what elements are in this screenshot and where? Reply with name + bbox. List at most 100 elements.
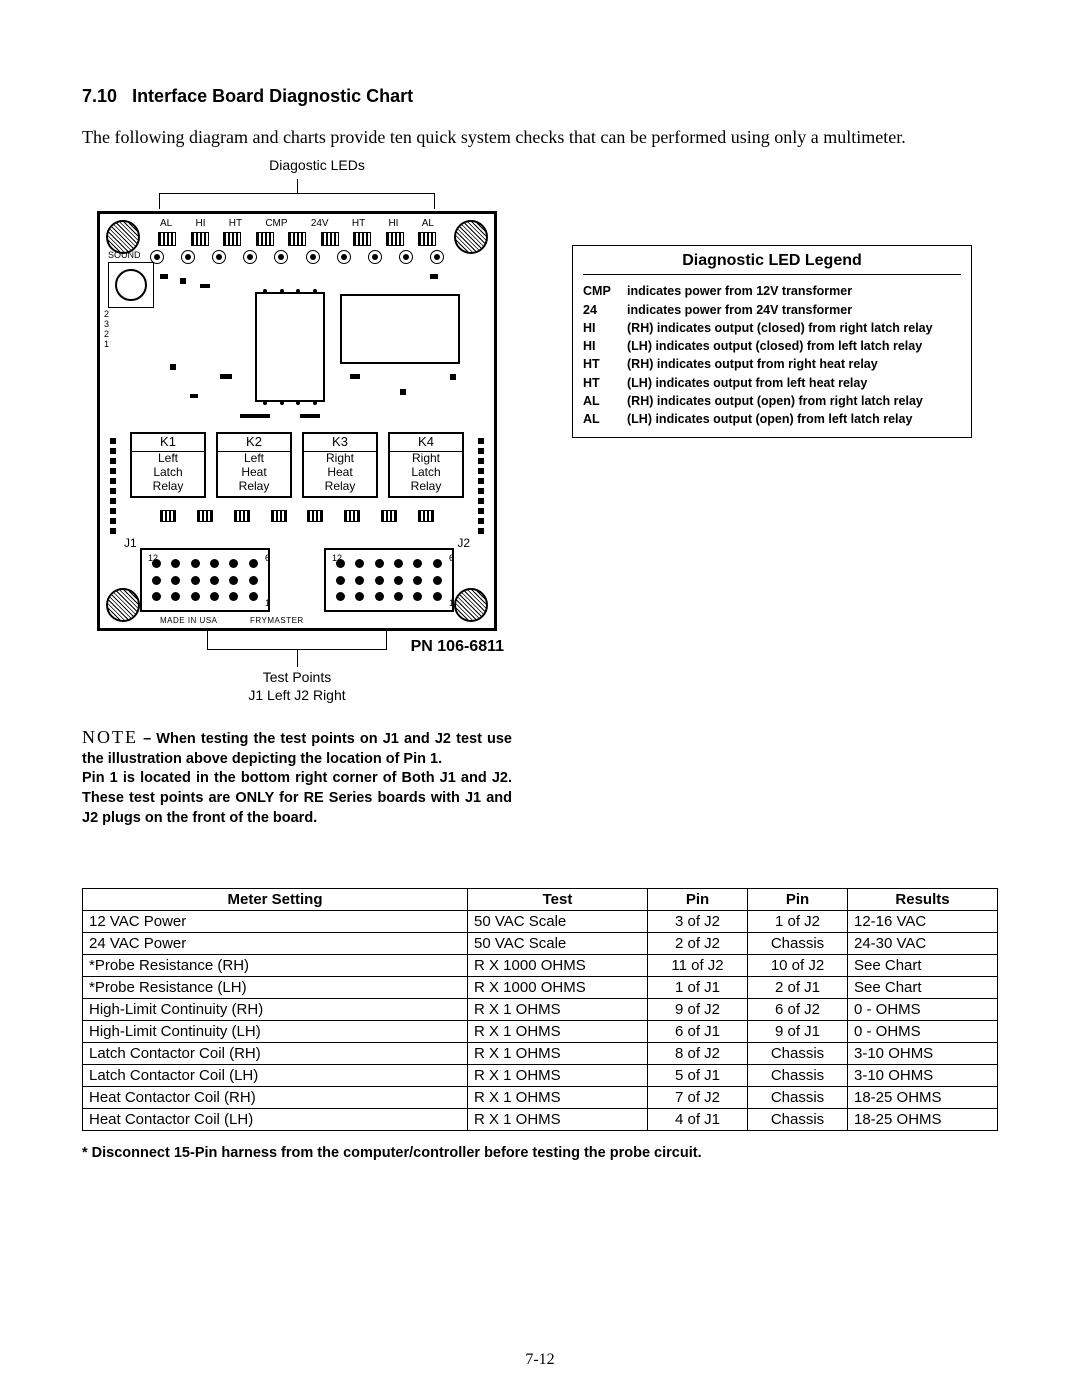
test-points-caption: Test Points <box>82 669 512 685</box>
footnote: * Disconnect 15-Pin harness from the com… <box>82 1145 998 1161</box>
relay-box: K2LeftHeatRelay <box>216 432 292 497</box>
relay-box: K4RightLatchRelay <box>388 432 464 497</box>
table-cell: 24-30 VAC <box>848 933 998 955</box>
chip-icon <box>197 510 213 522</box>
led-icon <box>399 250 413 264</box>
table-cell: 3-10 OHMS <box>848 1065 998 1087</box>
legend-box: Diagnostic LED Legend CMPindicates power… <box>572 245 972 438</box>
table-cell: *Probe Resistance (RH) <box>83 955 468 977</box>
table-cell: 50 VAC Scale <box>468 933 648 955</box>
table-cell: 4 of J1 <box>648 1109 748 1131</box>
chip-icon <box>381 510 397 522</box>
legend-rows: CMPindicates power from 12V transformer2… <box>583 283 961 427</box>
table-cell: 8 of J2 <box>648 1043 748 1065</box>
table-header: Meter Setting <box>83 889 468 911</box>
ic-chip-icon <box>255 292 325 402</box>
led-label: HT <box>229 218 242 229</box>
table-cell: Latch Contactor Coil (LH) <box>83 1065 468 1087</box>
legend-row: HI(RH) indicates output (closed) from ri… <box>583 320 961 336</box>
led-icon <box>368 250 382 264</box>
table-row: Latch Contactor Coil (RH)R X 1 OHMS8 of … <box>83 1043 998 1065</box>
led-icon <box>212 250 226 264</box>
top-led-labels: ALHIHTCMP24VHTHIAL <box>160 218 434 229</box>
led-icon <box>430 250 444 264</box>
table-cell: 18-25 OHMS <box>848 1087 998 1109</box>
table-cell: 2 of J2 <box>648 933 748 955</box>
table-cell: 0 - OHMS <box>848 999 998 1021</box>
table-cell: 6 of J2 <box>748 999 848 1021</box>
frymaster-label: FRYMASTER <box>250 616 304 625</box>
table-cell: Heat Contactor Coil (LH) <box>83 1109 468 1131</box>
table-cell: High-Limit Continuity (RH) <box>83 999 468 1021</box>
content-row: Diagostic LEDs ALHIHTCMP24VHTHIAL SOUND … <box>82 157 998 828</box>
table-cell: 9 of J2 <box>648 999 748 1021</box>
screw-icon <box>106 588 140 622</box>
table-cell: 10 of J2 <box>748 955 848 977</box>
table-body: 12 VAC Power50 VAC Scale3 of J21 of J212… <box>83 911 998 1131</box>
section-number: 7.10 <box>82 86 117 106</box>
made-in-label: MADE IN USA <box>160 616 218 625</box>
top-chip-row <box>158 232 436 246</box>
sound-label: SOUND <box>108 250 141 260</box>
table-cell: 18-25 OHMS <box>848 1109 998 1131</box>
legend-row: AL(LH) indicates output (open) from left… <box>583 411 961 427</box>
table-cell: 3-10 OHMS <box>848 1043 998 1065</box>
note-prefix: NOTE <box>82 727 138 747</box>
table-row: 12 VAC Power50 VAC Scale3 of J21 of J212… <box>83 911 998 933</box>
legend-row: 24indicates power from 24V transformer <box>583 302 961 318</box>
legend-row: HT(RH) indicates output from right heat … <box>583 356 961 372</box>
table-cell: 24 VAC Power <box>83 933 468 955</box>
led-icon <box>337 250 351 264</box>
figure-wrap: Diagostic LEDs ALHIHTCMP24VHTHIAL SOUND … <box>82 157 512 703</box>
chip-icon <box>418 232 436 246</box>
table-cell: R X 1 OHMS <box>468 1043 648 1065</box>
chip-icon <box>158 232 176 246</box>
table-row: Heat Contactor Coil (LH)R X 1 OHMS4 of J… <box>83 1109 998 1131</box>
table-cell: 7 of J2 <box>648 1087 748 1109</box>
table-cell: 1 of J2 <box>748 911 848 933</box>
table-cell: 0 - OHMS <box>848 1021 998 1043</box>
diagnostic-table: Meter SettingTestPinPinResults 12 VAC Po… <box>82 888 998 1131</box>
table-row: Latch Contactor Coil (LH)R X 1 OHMS5 of … <box>83 1065 998 1087</box>
table-cell: Chassis <box>748 933 848 955</box>
table-cell: Chassis <box>748 1109 848 1131</box>
table-cell: R X 1000 OHMS <box>468 977 648 999</box>
chip-icon <box>307 510 323 522</box>
table-cell: R X 1 OHMS <box>468 999 648 1021</box>
chip-icon <box>234 510 250 522</box>
pin-numbers: 2321 <box>104 310 109 350</box>
table-cell: R X 1 OHMS <box>468 1109 648 1131</box>
table-row: High-Limit Continuity (RH)R X 1 OHMS9 of… <box>83 999 998 1021</box>
table-header: Test <box>468 889 648 911</box>
led-label: AL <box>160 218 172 229</box>
test-points-leader <box>97 631 497 667</box>
test-points-sub: J1 Left J2 Right <box>82 687 512 703</box>
table-header: Pin <box>648 889 748 911</box>
j1-label: J1 <box>124 536 137 550</box>
chip-icon <box>288 232 306 246</box>
relay-box: K1LeftLatchRelay <box>130 432 206 497</box>
j1-connector: J1 1261 <box>140 548 270 612</box>
table-cell: 12 VAC Power <box>83 911 468 933</box>
chip-icon <box>344 510 360 522</box>
table-row: *Probe Resistance (LH)R X 1000 OHMS1 of … <box>83 977 998 999</box>
table-cell: R X 1 OHMS <box>468 1065 648 1087</box>
chip-icon <box>256 232 274 246</box>
table-cell: 12-16 VAC <box>848 911 998 933</box>
chip-icon <box>191 232 209 246</box>
table-cell: Chassis <box>748 1065 848 1087</box>
led-label: HI <box>195 218 205 229</box>
table-cell: Latch Contactor Coil (RH) <box>83 1043 468 1065</box>
table-row: High-Limit Continuity (LH)R X 1 OHMS6 of… <box>83 1021 998 1043</box>
chip-icon <box>321 232 339 246</box>
table-cell: *Probe Resistance (LH) <box>83 977 468 999</box>
table-cell: Chassis <box>748 1043 848 1065</box>
figure-column: Diagostic LEDs ALHIHTCMP24VHTHIAL SOUND … <box>82 157 512 828</box>
chip-icon <box>271 510 287 522</box>
table-row: *Probe Resistance (RH)R X 1000 OHMS11 of… <box>83 955 998 977</box>
table-cell: 3 of J2 <box>648 911 748 933</box>
table-header: Pin <box>748 889 848 911</box>
table-cell: Chassis <box>748 1087 848 1109</box>
table-cell: 50 VAC Scale <box>468 911 648 933</box>
table-cell: 1 of J1 <box>648 977 748 999</box>
